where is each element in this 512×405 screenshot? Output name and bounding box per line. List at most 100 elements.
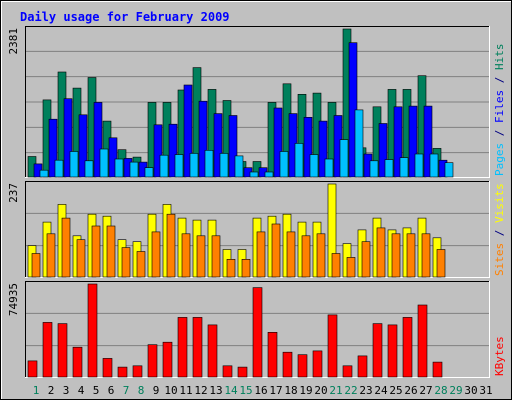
bar-files-day-19: [303, 117, 313, 178]
x-tick-label-day-21: 21: [329, 384, 342, 397]
legend-entry: Files: [493, 90, 506, 123]
bar-pages-day-13: [219, 153, 229, 178]
bar-pages-day-1: [39, 169, 49, 178]
bar-kbytes-day-9: [147, 344, 158, 378]
bar-sites-day-12: [196, 235, 206, 278]
bar-pages-day-18: [294, 143, 304, 178]
bar-kbytes-day-1: [27, 360, 38, 378]
bar-kbytes-day-19: [297, 354, 308, 378]
bar-pages-day-15: [249, 171, 259, 178]
bar-pages-day-4: [84, 160, 94, 178]
bar-kbytes-day-8: [132, 365, 143, 378]
bar-pages-day-6: [114, 158, 124, 178]
x-tick-label-day-24: 24: [374, 384, 388, 397]
bar-sites-day-20: [316, 233, 326, 278]
bar-kbytes-day-27: [417, 304, 428, 378]
bar-files-day-27: [423, 105, 433, 178]
x-tick-label-day-17: 17: [269, 384, 282, 397]
x-tick-label-day-20: 20: [314, 384, 327, 397]
x-tick-label-day-26: 26: [404, 384, 417, 397]
bar-kbytes-day-6: [102, 358, 113, 378]
bar-sites-day-23: [361, 241, 371, 278]
bar-sites-day-24: [376, 227, 386, 278]
bar-pages-day-28: [444, 162, 454, 178]
legend-entry: Hits: [493, 44, 506, 71]
bar-files-day-12: [198, 100, 208, 178]
bar-pages-day-8: [144, 167, 154, 178]
legend-entry: KBytes: [493, 336, 506, 376]
panel-hits-files-pages: 2381 Pages / Files / Hits: [7, 26, 506, 178]
bar-pages-day-2: [54, 159, 64, 178]
bar-sites-day-16: [256, 231, 266, 278]
x-tick-label-day-9: 9: [153, 384, 160, 397]
bar-files-day-24: [378, 123, 388, 178]
legend-entry: /: [493, 70, 506, 90]
bar-pages-day-23: [369, 160, 379, 178]
bar-pages-day-19: [309, 154, 319, 178]
bar-pages-day-7: [129, 161, 139, 178]
y-axis-max-label: 74935: [7, 283, 20, 316]
bar-kbytes-day-11: [177, 317, 188, 378]
bar-kbytes-day-16: [252, 287, 263, 378]
bar-sites-day-27: [421, 233, 431, 278]
bar-sites-day-22: [346, 257, 356, 278]
bar-kbytes-day-14: [222, 365, 233, 378]
bar-kbytes-day-20: [312, 350, 323, 378]
bar-sites-day-7: [121, 247, 131, 278]
bar-files-day-14: [228, 115, 238, 178]
bar-pages-day-20: [324, 158, 334, 178]
bar-sites-day-4: [76, 239, 86, 278]
bar-sites-day-14: [226, 258, 236, 278]
panel-visits-sites: 237 Sites / Visits: [7, 181, 506, 278]
bar-files-day-11: [183, 84, 193, 178]
bar-kbytes-day-10: [162, 341, 173, 378]
x-tick-label-day-29: 29: [449, 384, 462, 397]
bar-sites-day-13: [211, 235, 221, 278]
x-tick-label-day-30: 30: [464, 384, 477, 397]
bar-pages-day-21: [339, 139, 349, 178]
x-tick-label-day-12: 12: [194, 384, 207, 397]
legend-entry: Sites: [493, 243, 506, 276]
bar-files-day-25: [393, 106, 403, 178]
bar-kbytes-day-17: [267, 331, 278, 378]
x-tick-label-day-5: 5: [93, 384, 100, 397]
x-tick-label-day-22: 22: [344, 384, 357, 397]
x-tick-label-day-13: 13: [209, 384, 222, 397]
x-tick-label-day-10: 10: [164, 384, 177, 397]
bar-sites-day-15: [241, 258, 251, 278]
legend-entry: /: [493, 223, 506, 243]
bar-pages-day-17: [279, 151, 289, 178]
bar-files-day-10: [168, 123, 178, 178]
bar-kbytes-day-2: [42, 322, 53, 378]
x-tick-label-day-25: 25: [389, 384, 402, 397]
bar-files-day-2: [48, 118, 58, 178]
bar-sites-day-9: [151, 231, 161, 278]
x-tick-label-day-6: 6: [108, 384, 115, 397]
y-axis-max-label: 2381: [7, 28, 20, 55]
bar-pages-day-24: [384, 159, 394, 178]
bar-kbytes-day-18: [282, 351, 293, 378]
bar-sites-day-3: [61, 217, 71, 278]
x-tick-label-day-14: 14: [224, 384, 238, 397]
x-tick-label-day-15: 15: [239, 384, 252, 397]
bar-kbytes-day-4: [72, 346, 83, 378]
x-tick-label-day-31: 31: [479, 384, 492, 397]
bar-sites-day-11: [181, 233, 191, 278]
bar-kbytes-day-5: [87, 283, 98, 378]
bar-files-day-17: [273, 107, 283, 178]
x-tick-label-day-3: 3: [63, 384, 70, 397]
x-tick-label-day-4: 4: [78, 384, 85, 397]
bar-sites-day-8: [136, 251, 146, 278]
legend-right: Pages / Files / Hits: [493, 44, 506, 177]
bar-pages-day-26: [414, 153, 424, 178]
bar-files-day-4: [78, 114, 88, 178]
bar-sites-day-25: [391, 233, 401, 278]
bar-pages-day-16: [264, 171, 274, 178]
bar-sites-day-19: [301, 235, 311, 278]
bar-sites-day-28: [436, 249, 446, 278]
bar-kbytes-day-23: [357, 355, 368, 378]
bar-pages-day-11: [189, 153, 199, 178]
panel-kbytes: 74935 KBytes: [7, 281, 506, 378]
bar-pages-day-14: [234, 155, 244, 178]
